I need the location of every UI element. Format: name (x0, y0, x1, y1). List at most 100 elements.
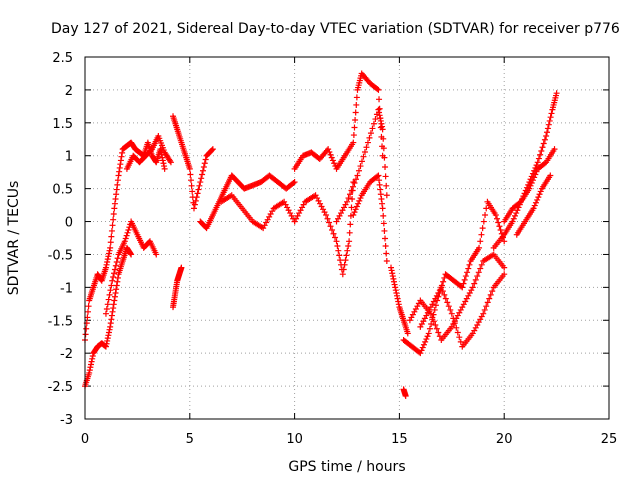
data-point (479, 225, 486, 232)
series-group (400, 198, 508, 357)
data-point (376, 96, 383, 103)
data-point (356, 197, 363, 204)
data-point (383, 258, 390, 265)
data-point (107, 244, 114, 251)
data-point (82, 331, 89, 338)
data-point (125, 227, 132, 234)
data-point (383, 250, 390, 257)
y-tick-label: 0.5 (52, 183, 73, 198)
data-point (85, 303, 92, 310)
data-point (510, 215, 517, 222)
data-point (363, 144, 370, 151)
data-point (501, 238, 508, 245)
series-group (388, 264, 411, 337)
data-point (269, 208, 276, 215)
data-point (109, 222, 116, 229)
data-point (366, 134, 373, 141)
data-point (547, 172, 554, 179)
data-point (513, 210, 520, 217)
data-point (527, 176, 534, 183)
data-point (348, 204, 355, 211)
data-point (477, 265, 484, 272)
data-point (284, 204, 291, 211)
data-point (541, 136, 548, 143)
series-group (102, 218, 160, 317)
data-point (439, 288, 446, 295)
data-point (350, 132, 357, 139)
data-point (161, 165, 168, 172)
data-point (105, 296, 112, 303)
data-point (285, 207, 292, 214)
data-point (345, 242, 352, 249)
data-point (323, 211, 330, 218)
data-point (419, 344, 426, 351)
data-point (297, 207, 304, 214)
data-point (468, 287, 475, 294)
data-point (427, 310, 434, 317)
data-point (353, 101, 360, 108)
data-point (482, 211, 489, 218)
series-group (170, 113, 216, 212)
data-point (361, 148, 368, 155)
y-tick-label: -0.5 (48, 248, 73, 263)
data-point (509, 218, 516, 225)
data-point (343, 252, 350, 259)
data-point (358, 158, 365, 165)
axis-ticks (84, 56, 610, 420)
data-point (441, 291, 448, 298)
series-group (350, 172, 390, 265)
data-point (489, 288, 496, 295)
y-tick-label: -2.5 (48, 380, 73, 395)
data-point (346, 229, 353, 236)
series-group (400, 386, 409, 399)
data-point (496, 223, 503, 230)
data-point (351, 179, 358, 186)
data-point (463, 295, 470, 302)
data-point (475, 319, 482, 326)
data-point (421, 315, 428, 322)
data-point (344, 198, 350, 205)
data-point (404, 330, 411, 337)
data-point (484, 299, 491, 306)
data-point (448, 310, 455, 317)
data-point (187, 171, 194, 178)
y-tick-label: -2 (60, 347, 73, 362)
x-axis-label: GPS time / hours (288, 459, 405, 475)
data-point (326, 219, 333, 226)
data-point (520, 193, 527, 200)
data-point (327, 151, 334, 158)
data-point (190, 205, 197, 212)
data-point (530, 205, 537, 212)
data-point (335, 215, 342, 222)
data-point (348, 187, 355, 194)
data-point (336, 212, 343, 219)
data-point (544, 129, 551, 136)
data-point (545, 121, 552, 128)
data-point (351, 124, 358, 131)
data-point (122, 235, 129, 242)
data-point (426, 325, 433, 332)
data-point (429, 314, 436, 321)
data-point (344, 247, 351, 254)
data-point (360, 153, 367, 160)
data-point (330, 230, 337, 237)
data-point (495, 219, 502, 226)
data-point (266, 213, 273, 220)
series-group (406, 251, 508, 344)
data-point (332, 234, 339, 241)
data-point (329, 157, 336, 164)
data-point (197, 179, 204, 186)
data-point (420, 341, 427, 348)
data-point (447, 306, 454, 313)
data-point (333, 238, 340, 245)
data-point (113, 258, 120, 265)
data-point (423, 336, 430, 343)
data-point (326, 148, 333, 155)
data-point (325, 146, 332, 153)
data-point (476, 244, 483, 251)
data-point (450, 315, 457, 322)
series-group (82, 139, 168, 344)
data-point (153, 251, 160, 258)
y-tick-label: -3 (60, 413, 73, 428)
